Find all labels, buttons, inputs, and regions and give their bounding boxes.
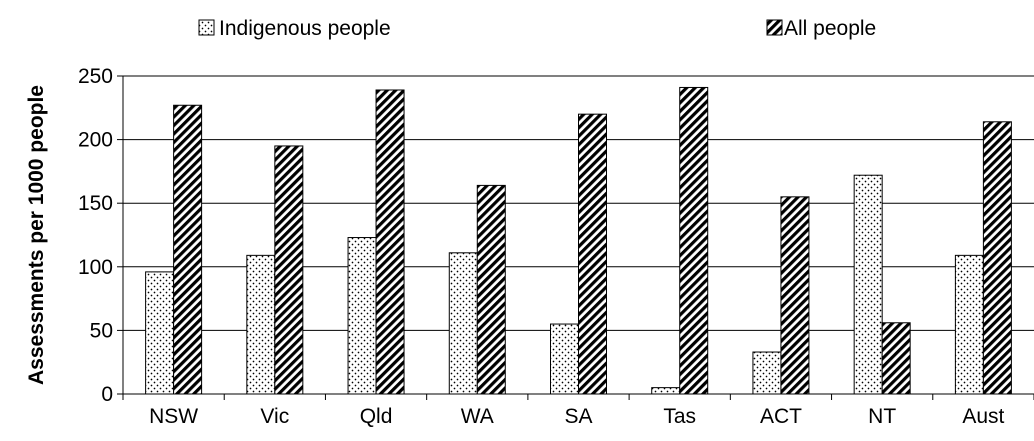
- bar-all-people-sa: [578, 113, 607, 395]
- bar-all-people-qld: [375, 89, 405, 395]
- legend: Indigenous people All people: [198, 17, 876, 40]
- legend-label-indigenous: Indigenous people: [219, 17, 391, 40]
- bar-all-people-act: [780, 196, 810, 395]
- bar-all-people-aust: [982, 121, 1012, 395]
- y-axis-title: Assessments per 1000 people: [25, 85, 48, 385]
- y-tick-label: 100: [78, 256, 113, 279]
- bars: [145, 86, 1012, 395]
- x-tick-label: SA: [564, 405, 592, 428]
- y-tick-label: 50: [90, 319, 113, 342]
- legend-label-all-people: All people: [784, 17, 876, 40]
- bar-all-people-wa: [476, 184, 506, 395]
- tick-labels: 0 50 100 150 200 250 NSW Vic Qld WA SA Tas ACT NT Aust: [78, 65, 1005, 428]
- legend-swatch-indigenous: [198, 19, 215, 36]
- bar-indigenous-nsw: [145, 271, 175, 395]
- bar-all-people-nsw: [173, 104, 203, 395]
- bar-all-people-tas: [679, 86, 709, 395]
- legend-item-indigenous: Indigenous people: [198, 17, 391, 40]
- legend-item-all-people: All people: [766, 17, 876, 40]
- x-tick-label: WA: [461, 405, 494, 428]
- bar-all-people-vic: [274, 145, 304, 395]
- x-tick-label: Vic: [260, 405, 289, 428]
- y-tick-label: 150: [78, 192, 113, 215]
- bar-indigenous-nt: [853, 174, 883, 395]
- bar-indigenous-sa: [550, 323, 579, 395]
- bar-indigenous-aust: [954, 254, 984, 395]
- y-tick-label: 0: [101, 383, 113, 406]
- x-tick-label: Aust: [962, 405, 1004, 428]
- bar-indigenous-act: [752, 351, 782, 395]
- bar-indigenous-tas: [651, 387, 681, 395]
- x-tick-label: NT: [868, 405, 896, 428]
- bar-indigenous-vic: [246, 254, 276, 395]
- x-tick-label: Tas: [663, 405, 696, 428]
- y-tick-label: 200: [78, 129, 113, 152]
- bar-indigenous-wa: [448, 252, 478, 395]
- legend-swatch-all-people: [766, 19, 783, 36]
- y-tick-label: 250: [78, 65, 113, 88]
- bar-indigenous-qld: [347, 237, 377, 395]
- axes: [117, 75, 1034, 400]
- x-tick-label: ACT: [760, 405, 802, 428]
- x-tick-label: NSW: [149, 405, 198, 428]
- x-tick-label: Qld: [360, 405, 393, 428]
- bar-all-people-nt: [881, 322, 911, 395]
